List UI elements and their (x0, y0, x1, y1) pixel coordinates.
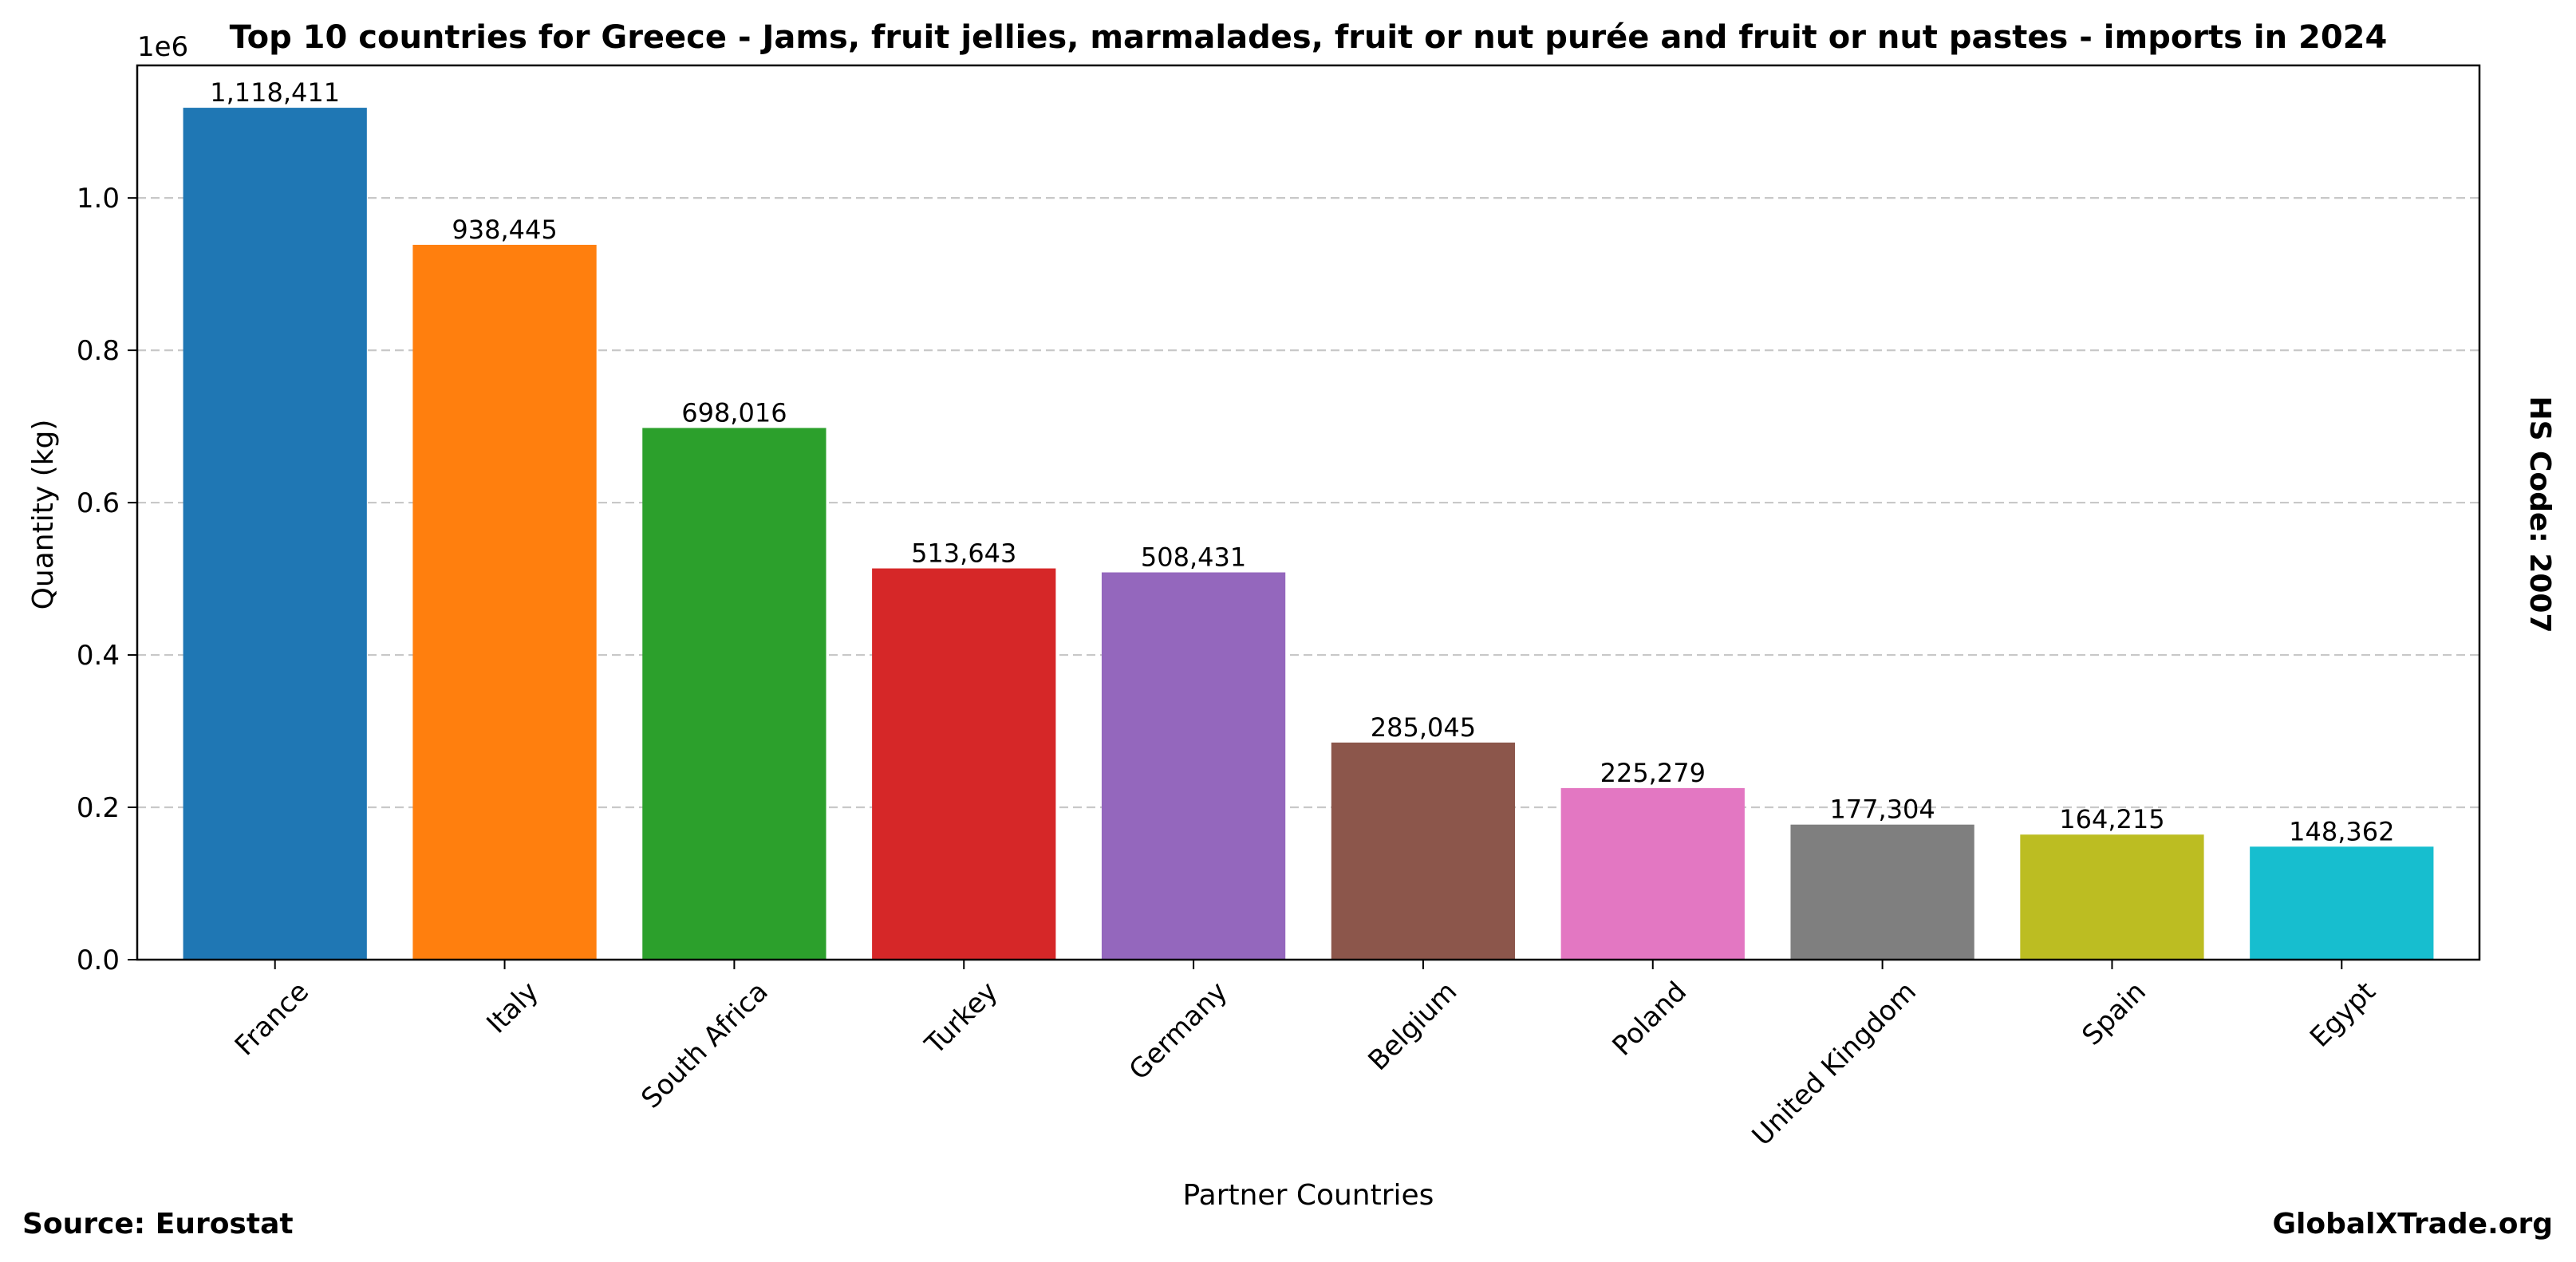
source-label: Source: Eurostat (22, 1208, 294, 1240)
x-axis-ticks: France Italy South Africa Turkey Germany Belg… (229, 960, 2382, 1152)
bar-value-label: 177,304 (1829, 795, 1935, 825)
x-tick-label: Belgium (1362, 976, 1463, 1077)
x-tick-label: Poland (1607, 976, 1694, 1063)
x-tick-label: Italy (480, 976, 544, 1039)
bar (183, 108, 367, 960)
x-tick-label: Spain (2076, 976, 2152, 1051)
bar (1560, 787, 1745, 960)
bar-value-label: 698,016 (681, 397, 787, 428)
gridlines (137, 197, 2479, 809)
bar (1790, 824, 1974, 960)
bar-value-label: 225,279 (1600, 758, 1706, 788)
y-axis-scale-note: 1e6 (137, 31, 188, 63)
bar (1331, 742, 1516, 960)
hs-code-label: HS Code: 2007 (2523, 396, 2556, 633)
bar (642, 428, 826, 960)
x-tick-label: South Africa (635, 976, 774, 1114)
x-tick-label: Egypt (2304, 976, 2382, 1054)
bar-value-label: 164,215 (2059, 804, 2164, 834)
brand-label: GlobalXTrade.org (2272, 1208, 2553, 1240)
bar (412, 244, 597, 960)
y-tick-label: 0.2 (77, 792, 120, 824)
y-tick-label: 0.6 (77, 487, 120, 519)
x-axis-label: Partner Countries (1183, 1179, 1434, 1212)
x-tick-label: France (229, 976, 315, 1062)
y-tick-label: 0.4 (77, 640, 120, 672)
x-tick-label: Turkey (918, 976, 1004, 1061)
y-tick-label: 1.0 (77, 183, 120, 215)
bar (872, 568, 1056, 960)
x-tick-label: Germany (1123, 976, 1234, 1087)
bar-value-label: 148,362 (2289, 816, 2394, 846)
chart-title: Top 10 countries for Greece - Jams, frui… (230, 19, 2388, 56)
bar-value-label: 508,431 (1141, 542, 1246, 573)
bar (2020, 834, 2204, 960)
value-labels: 1,118,411 938,445 698,016 513,643 508,431 285… (210, 77, 2394, 846)
plot-frame (136, 64, 2481, 961)
bar (1101, 572, 1286, 960)
bar-value-label: 1,118,411 (210, 77, 340, 108)
x-tick-label: United Kingdom (1746, 976, 1923, 1152)
bars (183, 108, 2434, 960)
y-tick-label: 0.8 (77, 335, 120, 367)
bar-value-label: 513,643 (911, 538, 1016, 569)
y-axis-ticks: 0.0 0.2 0.4 0.6 0.8 1.0 (77, 183, 137, 976)
bar (2250, 846, 2434, 960)
bar-value-label: 938,445 (452, 215, 557, 245)
bar-value-label: 285,045 (1371, 712, 1476, 743)
y-axis-label: Quantity (kg) (27, 420, 60, 610)
y-tick-label: 0.0 (77, 945, 120, 976)
